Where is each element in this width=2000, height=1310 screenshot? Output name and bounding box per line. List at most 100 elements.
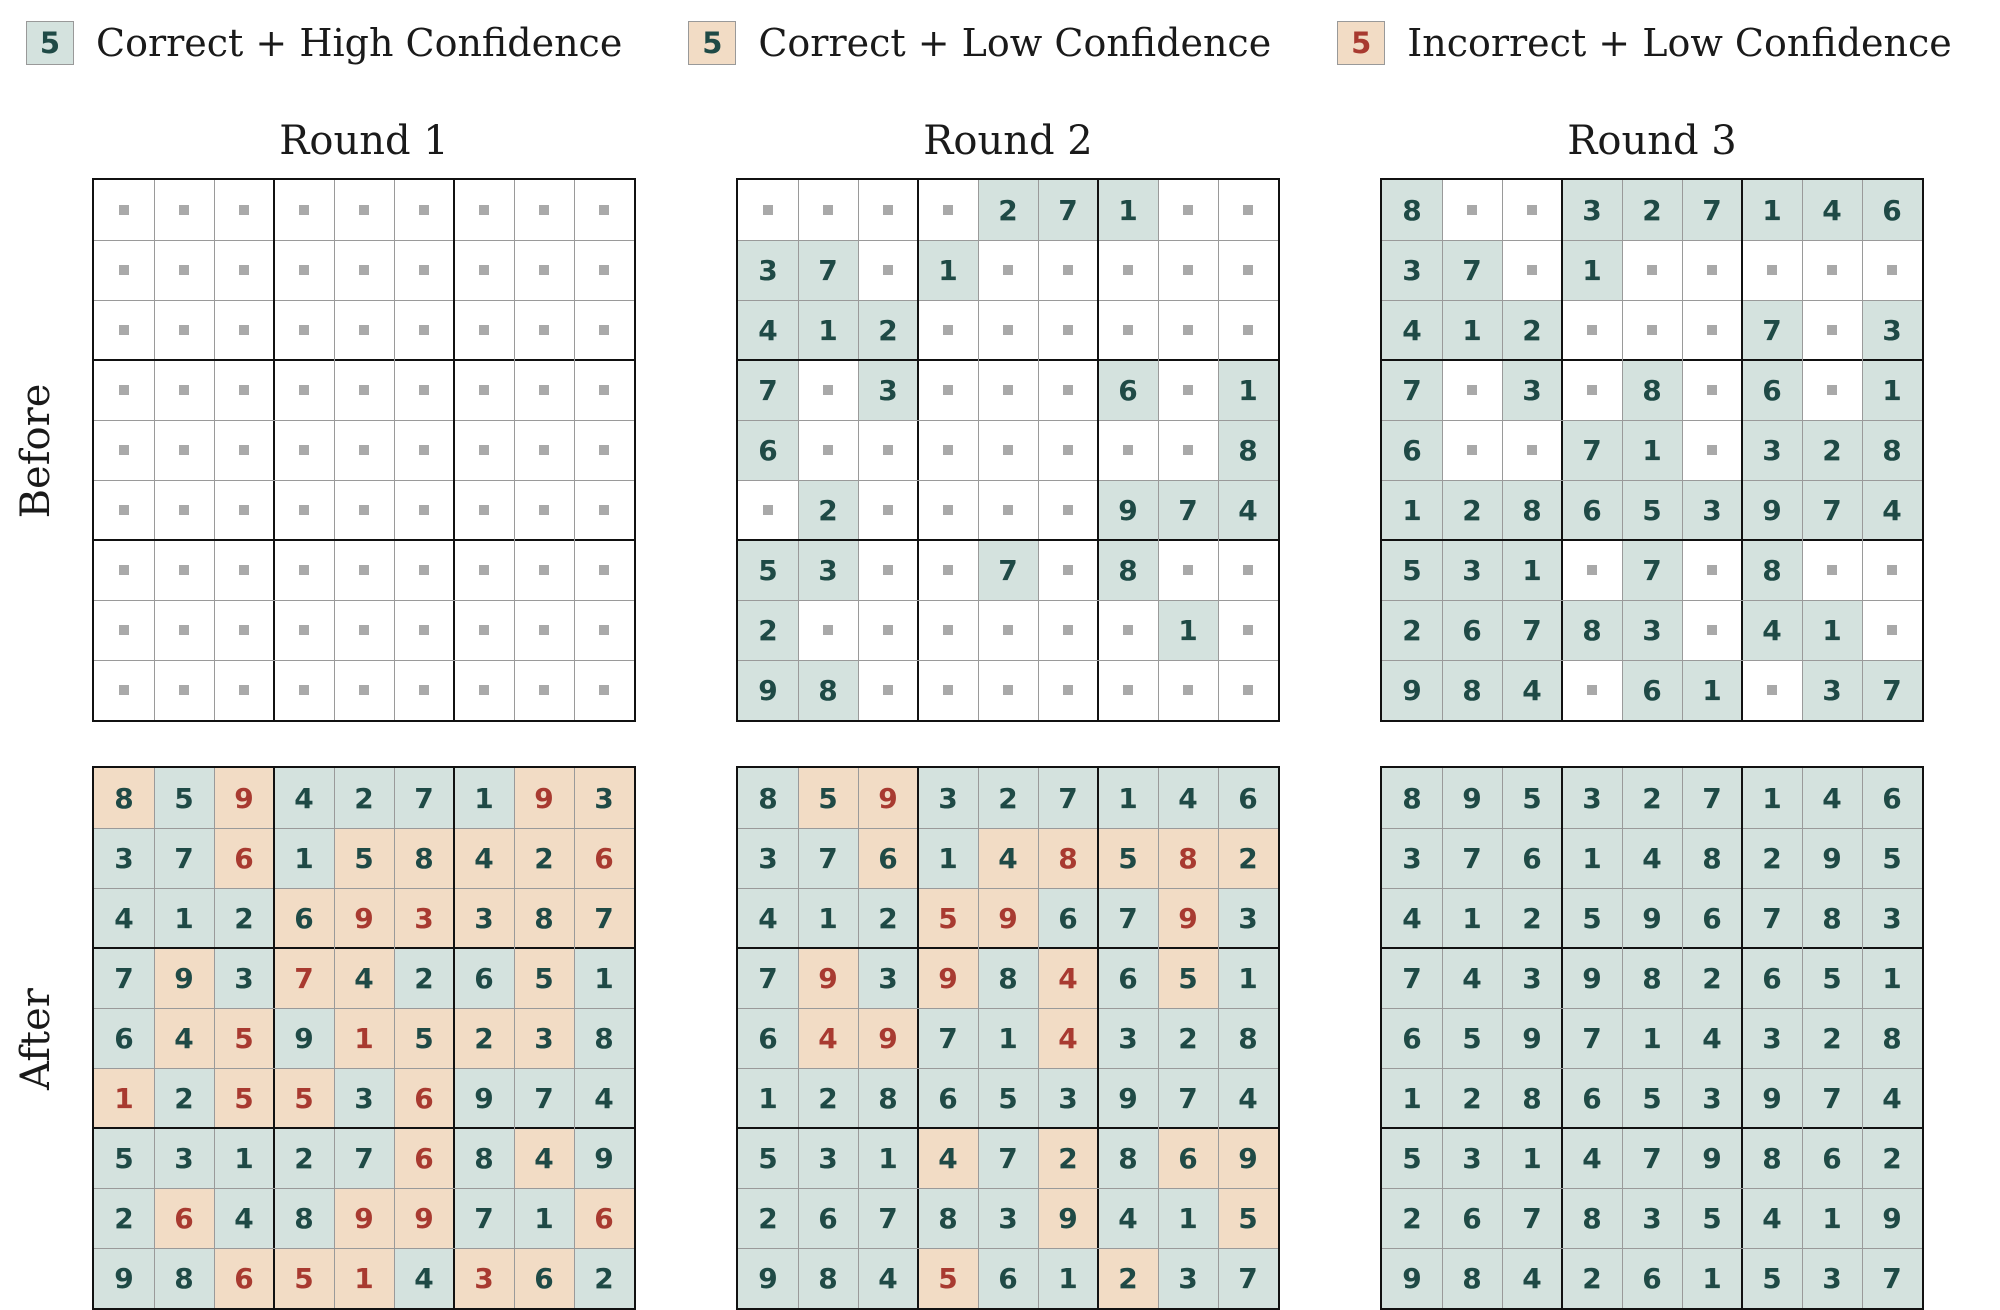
sudoku-cell: 6 [1622, 1248, 1682, 1308]
sudoku-cell: 2 [1382, 1188, 1442, 1248]
cell-digit: 8 [1178, 841, 1198, 875]
cell-digit: 3 [938, 781, 958, 815]
sudoku-cell: 6 [574, 1188, 634, 1248]
sudoku-cell: 4 [274, 768, 334, 828]
cell-digit: 3 [1702, 493, 1722, 527]
sudoku-cell: 9 [1502, 1008, 1562, 1068]
empty-cell-marker [1003, 325, 1013, 335]
cell-digit: 2 [1822, 1021, 1842, 1055]
cell-digit: 4 [1118, 1201, 1138, 1235]
sudoku-cell [1038, 600, 1098, 660]
sudoku-cell: 5 [514, 948, 574, 1008]
cell-digit: 2 [878, 901, 898, 935]
sudoku-cell [154, 540, 214, 600]
cell-digit: 1 [1402, 493, 1422, 527]
sudoku-cell: 3 [454, 1248, 514, 1308]
empty-cell-marker [539, 625, 549, 635]
sudoku-cell [154, 660, 214, 720]
cell-digit: 6 [1582, 1081, 1602, 1115]
sudoku-cell: 3 [1562, 180, 1622, 240]
cell-digit: 6 [1642, 1261, 1662, 1295]
sudoku-cell: 3 [334, 1068, 394, 1128]
sudoku-cell [1502, 240, 1562, 300]
sudoku-cell [514, 660, 574, 720]
empty-cell-marker [1647, 265, 1657, 275]
cell-digit: 2 [354, 781, 374, 815]
empty-cell-marker [479, 205, 489, 215]
empty-cell-marker [359, 205, 369, 215]
empty-cell-marker [883, 685, 893, 695]
sudoku-cell [1622, 300, 1682, 360]
sudoku-cell: 5 [918, 888, 978, 948]
empty-cell-marker [1707, 445, 1717, 455]
sudoku-cell: 8 [1502, 1068, 1562, 1128]
sudoku-cell: 9 [1158, 888, 1218, 948]
legend-swatch-incorrect-low: 5 [1337, 21, 1386, 65]
cell-digit: 6 [534, 1261, 554, 1295]
sudoku-cell: 8 [858, 1068, 918, 1128]
cell-digit: 6 [1058, 901, 1078, 935]
sudoku-cell: 6 [1098, 948, 1158, 1008]
cell-digit: 6 [1762, 961, 1782, 995]
cell-digit: 3 [758, 253, 778, 287]
cell-digit: 6 [1582, 493, 1602, 527]
cell-digit: 1 [938, 841, 958, 875]
cell-digit: 5 [294, 1261, 314, 1295]
cell-digit: 7 [1178, 1081, 1198, 1115]
sudoku-cell [1622, 240, 1682, 300]
sudoku-cell [274, 180, 334, 240]
cell-digit: 6 [414, 1081, 434, 1115]
sudoku-cell [574, 180, 634, 240]
sudoku-cell [214, 360, 274, 420]
sudoku-cell: 8 [1622, 948, 1682, 1008]
sudoku-cell: 5 [214, 1008, 274, 1068]
cell-digit: 4 [1402, 313, 1422, 347]
sudoku-cell: 7 [798, 828, 858, 888]
sudoku-cell: 3 [154, 1128, 214, 1188]
sudoku-cell: 3 [394, 888, 454, 948]
cell-digit: 3 [1402, 841, 1422, 875]
cell-digit: 9 [1822, 841, 1842, 875]
sudoku-cell [1862, 240, 1922, 300]
sudoku-grid-round-3-before: 8 3 2 7 1 4 6 3 7 1 4 1 2 7 3 7 3 8 6 1 6 7 1 3 2 8 1 2 8 6 5 3 9 7 4 5 3 1 7 8… [1380, 178, 1924, 722]
sudoku-cell [1442, 360, 1502, 420]
sudoku-cell: 1 [1742, 180, 1802, 240]
sudoku-cell: 7 [1562, 420, 1622, 480]
cell-digit: 7 [1582, 1021, 1602, 1055]
cell-digit: 4 [1238, 1081, 1258, 1115]
cell-digit: 5 [758, 553, 778, 587]
sudoku-cell: 5 [738, 1128, 798, 1188]
sudoku-cell [1218, 600, 1278, 660]
sudoku-cell [798, 420, 858, 480]
sudoku-cell: 7 [798, 240, 858, 300]
empty-cell-marker [943, 685, 953, 695]
sudoku-cell: 4 [1218, 1068, 1278, 1128]
sudoku-cell [454, 660, 514, 720]
sudoku-cell [274, 600, 334, 660]
cell-digit: 8 [1762, 1141, 1782, 1175]
sudoku-cell [514, 240, 574, 300]
legend-swatch-correct-high: 5 [26, 21, 74, 65]
empty-cell-marker [883, 205, 893, 215]
sudoku-cell: 3 [1038, 1068, 1098, 1128]
sudoku-cell: 4 [1098, 1188, 1158, 1248]
empty-cell-marker [479, 685, 489, 695]
sudoku-cell [454, 420, 514, 480]
cell-digit: 9 [878, 781, 898, 815]
sudoku-cell: 5 [1742, 1248, 1802, 1308]
cell-digit: 8 [1642, 373, 1662, 407]
cell-digit: 7 [354, 1141, 374, 1175]
sudoku-cell [154, 360, 214, 420]
empty-cell-marker [179, 625, 189, 635]
cell-digit: 6 [1702, 901, 1722, 935]
cell-digit: 1 [1762, 193, 1782, 227]
empty-cell-marker [419, 325, 429, 335]
sudoku-cell: 3 [918, 768, 978, 828]
empty-cell-marker [179, 205, 189, 215]
sudoku-cell [154, 240, 214, 300]
cell-digit: 9 [1702, 1141, 1722, 1175]
empty-cell-marker [599, 265, 609, 275]
sudoku-cell [1218, 240, 1278, 300]
sudoku-cell [1038, 420, 1098, 480]
sudoku-cell: 8 [154, 1248, 214, 1308]
